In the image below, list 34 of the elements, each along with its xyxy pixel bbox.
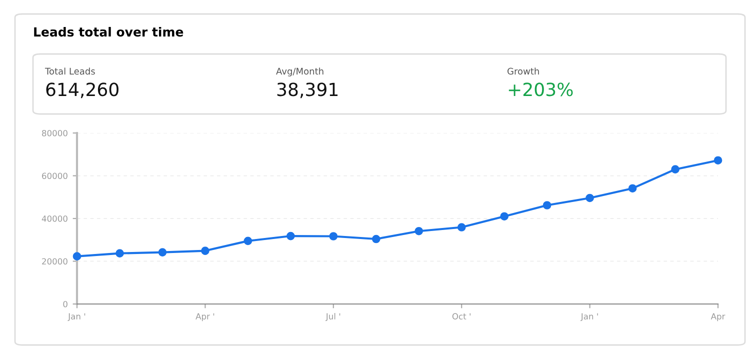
x-tick-label: Oct ' <box>452 313 470 320</box>
point <box>286 232 295 240</box>
y-tick-label: 60000 <box>42 172 68 180</box>
point <box>628 184 637 193</box>
y-tick-label: 80000 <box>42 130 68 136</box>
point <box>116 249 124 258</box>
point <box>671 165 680 174</box>
y-tick-label: 0 <box>63 300 68 308</box>
x-tick-label: Apr ' <box>196 313 214 322</box>
point <box>72 252 82 260</box>
y-tick-label: 40000 <box>42 215 68 222</box>
point <box>244 236 252 246</box>
point <box>457 223 466 232</box>
text: 38,391 <box>277 82 338 98</box>
point <box>714 156 722 165</box>
point <box>201 246 210 255</box>
point <box>586 194 594 202</box>
text: +203% <box>508 82 573 96</box>
x-tick-label: Apr <box>710 313 726 322</box>
x-tick-label: Jul ' <box>325 313 340 322</box>
text: 614,260 <box>46 82 118 98</box>
chart-title: Leads total over time <box>34 26 184 37</box>
point <box>329 232 338 240</box>
text: Growth <box>508 68 539 75</box>
point <box>542 201 552 210</box>
x-tick-label: Jan ' <box>580 313 598 322</box>
x-tick-label: Jan ' <box>68 313 86 322</box>
text: Total Leads <box>44 68 95 75</box>
point <box>414 226 424 236</box>
y-tick-label: 20000 <box>42 258 68 265</box>
point <box>500 212 508 221</box>
point <box>158 248 167 256</box>
point <box>372 234 380 244</box>
text: Avg/Month <box>276 68 324 76</box>
